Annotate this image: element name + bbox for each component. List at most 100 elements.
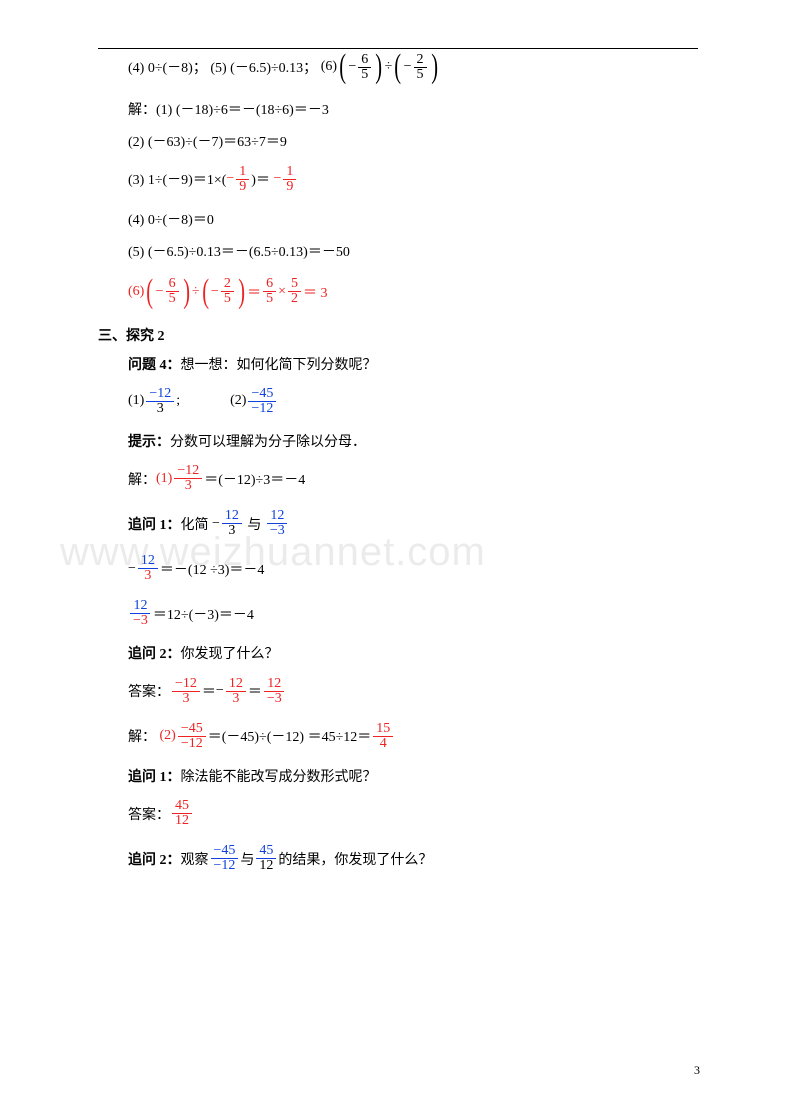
num: 6 — [358, 53, 371, 68]
eq3: ＝ 3 — [303, 282, 328, 302]
s6a: (6) — [128, 284, 144, 300]
p6: (6) — [321, 59, 337, 75]
den: 3 — [182, 479, 195, 493]
sol5: (5) (－6.5)÷0.13＝－(6.5÷0.13)＝－50 — [128, 242, 698, 264]
num: 45 — [256, 844, 276, 859]
p2: (2) — [160, 728, 176, 744]
tip-label: 提示： — [128, 435, 170, 450]
num: 15 — [373, 722, 393, 737]
den: 12 — [256, 859, 276, 873]
yu: 与 — [247, 514, 261, 534]
q4-text: 想一想：如何化简下列分数呢？ — [181, 358, 377, 373]
num: 6 — [166, 277, 179, 292]
sol-label: 解： — [128, 726, 156, 746]
sol2a: ＝(－12)÷3＝－4 — [204, 469, 305, 489]
zw1t: 化简 — [181, 514, 209, 534]
neg: − — [273, 171, 281, 187]
neg: − — [348, 59, 356, 75]
sol6: (6) (−65) ÷ (−25) ＝ 65 × 52 ＝ 3 — [128, 275, 698, 309]
zw2: 追问 2：你发现了什么？ — [128, 644, 698, 666]
zw1-label: 追问 1： — [128, 770, 181, 785]
neg: − — [211, 284, 219, 300]
zw1: 追问 1： 化简 − 123 与 12−3 — [128, 509, 698, 538]
num: 1 — [283, 165, 296, 180]
num: 12 — [264, 677, 284, 692]
sol-p2: 解： (2) −45−12 ＝(－45)÷(－12) ＝45÷12＝ 154 — [128, 722, 698, 751]
zw2c: 的结果，你发现了什么？ — [278, 849, 432, 869]
num: 12 — [267, 509, 287, 524]
zw2-label: 追问 2： — [128, 849, 181, 869]
frac-2-5-neg: ( − 25 ) — [392, 50, 440, 84]
den: 5 — [263, 292, 276, 306]
ans2: 答案： 4512 — [128, 799, 698, 828]
q4: 问题 4：想一想：如何化简下列分数呢？ — [128, 355, 698, 377]
q4-label: 问题 4： — [128, 358, 181, 373]
p4: (4) 0÷(－8)； — [128, 57, 207, 77]
zw2-text: 你发现了什么？ — [181, 647, 279, 662]
zw2b-text: 观察 — [181, 849, 209, 869]
s3a: (3) 1÷(－9)＝1×( — [128, 169, 226, 189]
s3b: )＝ — [251, 169, 270, 189]
p1: (1) — [156, 471, 172, 487]
ans-label: 答案： — [128, 804, 170, 824]
neg: − — [212, 516, 220, 532]
den: 5 — [221, 292, 234, 306]
tip-text: 分数可以理解为分子除以分母． — [170, 435, 366, 450]
num: 2 — [221, 277, 234, 292]
num: 12 — [138, 554, 158, 569]
num: −45 — [178, 722, 206, 737]
num: 6 — [263, 277, 276, 292]
den: 9 — [236, 180, 249, 194]
den: 3 — [179, 692, 192, 706]
num: 12 — [222, 509, 242, 524]
num: 2 — [414, 53, 427, 68]
zw1b-text: 除法能不能改写成分数形式呢？ — [181, 770, 377, 785]
frac-6-5-neg: ( − 65 ) — [337, 50, 385, 84]
neg: − — [226, 171, 234, 187]
problem-row: (4) 0÷(－8)； (5) (－6.5)÷0.13； (6) ( − 65 … — [128, 50, 698, 84]
sol3: (3) 1÷(－9)＝1×( − 19 )＝ − 19 — [128, 165, 698, 194]
ans1: 答案： −123 ＝− 123 ＝ 12−3 — [128, 677, 698, 706]
zw1-label: 追问 1： — [128, 514, 181, 534]
den: 3 — [141, 569, 154, 583]
den: 5 — [166, 292, 179, 306]
zw2b: 追问 2： 观察 −45−12 与 4512 的结果，你发现了什么？ — [128, 844, 698, 873]
sol1: 解：(1) (－18)÷6＝－(18÷6)＝－3 — [128, 100, 698, 122]
neg: − — [216, 683, 224, 699]
num: 12 — [226, 677, 246, 692]
page-content: (4) 0÷(－8)； (5) (－6.5)÷0.13； (6) ( − 65 … — [98, 50, 698, 889]
ans-label: 答案： — [128, 681, 170, 701]
num: −12 — [172, 677, 200, 692]
sol-p1: 解： (1) −123 ＝(－12)÷3＝－4 — [128, 464, 698, 493]
den: −12 — [178, 737, 206, 751]
sol-label: 解： — [128, 103, 156, 118]
den: 5 — [414, 68, 427, 82]
den: 12 — [172, 814, 192, 828]
mul: × — [278, 284, 286, 300]
num: 12 — [130, 599, 150, 614]
den: 3 — [225, 524, 238, 538]
tip: 提示：分数可以理解为分子除以分母． — [128, 432, 698, 454]
sol4: (4) 0÷(－8)＝0 — [128, 210, 698, 232]
s1: (1) (－18)÷6＝－(18÷6)＝－3 — [156, 103, 329, 118]
zw2-label: 追问 2： — [128, 647, 181, 662]
zw1b: 追问 1：除法能不能改写成分数形式呢？ — [128, 767, 698, 789]
sol2: (2) (－63)÷(－7)＝63÷7＝9 — [128, 132, 698, 154]
sol-label: 解： — [128, 469, 156, 489]
neg: − — [404, 59, 412, 75]
eq: ＝ — [247, 282, 261, 302]
c2t: ＝12÷(－3)＝－4 — [153, 604, 254, 624]
c1t: ＝－(12 ÷3)＝－4 — [160, 559, 265, 579]
den: 3 — [154, 402, 167, 416]
div: ÷ — [192, 284, 200, 300]
num: −12 — [146, 387, 174, 402]
neg: − — [128, 561, 136, 577]
p2a: ＝(－45)÷(－12) ＝45÷12＝ — [208, 726, 372, 746]
p2: (2) — [230, 393, 246, 409]
yu: 与 — [240, 849, 254, 869]
num: −45 — [211, 844, 239, 859]
den: 5 — [358, 68, 371, 82]
den: 9 — [283, 180, 296, 194]
p5: (5) (－6.5)÷0.13； — [210, 57, 317, 77]
q4-fracs: (1) −123 ; (2) −45−12 — [128, 387, 698, 416]
